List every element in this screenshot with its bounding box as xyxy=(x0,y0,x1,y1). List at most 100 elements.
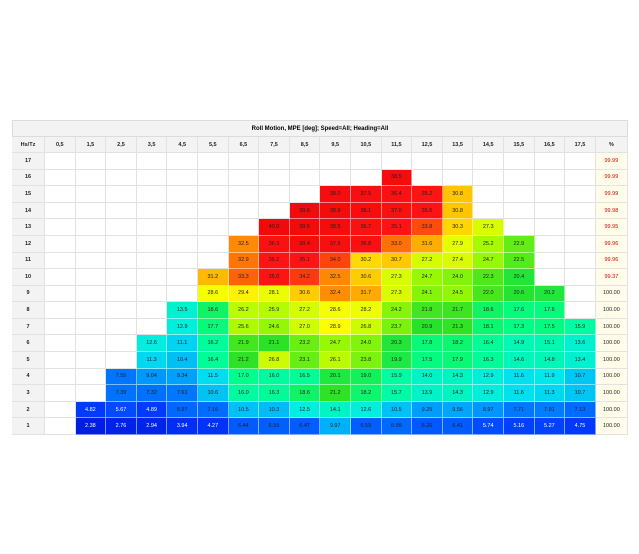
heat-cell: 27.2 xyxy=(412,252,443,270)
empty-cell xyxy=(473,186,504,203)
heat-cell: 15.7 xyxy=(381,385,413,402)
heat-cell: 30.6 xyxy=(289,285,321,303)
column-header: 4,5 xyxy=(167,137,198,153)
heat-cell: 22.3 xyxy=(473,269,504,286)
column-header: 3,5 xyxy=(136,137,168,153)
empty-cell xyxy=(136,269,168,286)
heat-cell: 27.9 xyxy=(442,235,474,253)
heat-cell: 26.1 xyxy=(320,352,351,369)
heat-cell: 21.2 xyxy=(320,385,351,402)
heat-cell: 37.0 xyxy=(381,202,413,220)
empty-cell xyxy=(75,335,107,353)
row-label: 14 xyxy=(12,202,45,220)
heat-cell: 21.1 xyxy=(259,335,290,353)
empty-cell xyxy=(45,219,76,236)
heat-cell: 36.7 xyxy=(351,219,382,236)
row-label: 8 xyxy=(12,302,45,319)
heat-cell: 12.5 xyxy=(289,401,321,419)
heat-cell: 8.97 xyxy=(473,401,504,419)
heat-cell: 7.16 xyxy=(198,401,229,419)
heat-cell: 11.3 xyxy=(136,352,168,369)
empty-cell xyxy=(167,153,198,170)
heat-cell: 14.3 xyxy=(442,368,474,386)
heat-cell: 32.9 xyxy=(228,252,260,270)
empty-cell xyxy=(351,153,382,170)
empty-cell xyxy=(289,186,321,203)
empty-cell xyxy=(565,235,596,253)
heat-cell: 20.3 xyxy=(381,335,413,353)
heat-cell: 11.6 xyxy=(504,368,535,386)
empty-cell xyxy=(534,202,566,220)
empty-cell xyxy=(136,169,168,187)
heat-cell: 35.2 xyxy=(412,186,443,203)
heat-cell: 24.0 xyxy=(442,269,474,286)
heat-cell: 24.1 xyxy=(412,285,443,303)
percent-cell: 99.98 xyxy=(595,202,628,220)
heat-cell: 16.4 xyxy=(473,335,504,353)
empty-cell xyxy=(198,252,229,270)
column-header: 5,5 xyxy=(198,137,229,153)
heat-cell: 21.3 xyxy=(442,318,474,336)
heat-cell: 6.59 xyxy=(259,418,290,435)
column-header: 1,5 xyxy=(75,137,107,153)
percent-cell: 99.96 xyxy=(595,252,628,270)
empty-cell xyxy=(228,202,260,220)
heat-cell: 31.6 xyxy=(412,235,443,253)
empty-cell xyxy=(351,169,382,187)
heat-cell: 28.9 xyxy=(320,318,351,336)
empty-cell xyxy=(534,252,566,270)
heat-cell: 17.6 xyxy=(534,302,566,319)
empty-cell xyxy=(259,202,290,220)
empty-cell xyxy=(565,285,596,303)
empty-cell xyxy=(198,169,229,187)
empty-cell xyxy=(565,169,596,187)
table-title: Roll Motion, MPE [deg]; Speed=All; Headi… xyxy=(12,120,628,137)
percent-cell: 99.99 xyxy=(595,153,628,170)
heat-cell: 27.3 xyxy=(381,269,413,286)
empty-cell xyxy=(75,385,107,402)
heat-cell: 6.99 xyxy=(381,418,413,435)
heat-cell: 7.61 xyxy=(167,385,198,402)
heat-cell: 16.4 xyxy=(198,352,229,369)
heat-cell: 14.8 xyxy=(534,352,566,369)
empty-cell xyxy=(45,335,76,353)
empty-cell xyxy=(136,285,168,303)
empty-cell xyxy=(228,219,260,236)
empty-cell xyxy=(320,169,351,187)
empty-cell xyxy=(534,153,566,170)
heat-cell: 18.6 xyxy=(198,302,229,319)
heat-cell: 17.5 xyxy=(412,352,443,369)
empty-cell xyxy=(106,252,137,270)
heat-cell: 15.9 xyxy=(381,368,413,386)
empty-cell xyxy=(136,219,168,236)
heat-cell: 16.3 xyxy=(473,352,504,369)
column-header: 11,5 xyxy=(381,137,413,153)
heat-cell: 2.38 xyxy=(75,418,107,435)
heat-cell: 16.0 xyxy=(259,368,290,386)
heat-cell: 18.1 xyxy=(473,318,504,336)
heat-cell: 9.25 xyxy=(412,401,443,419)
heat-cell: 17.0 xyxy=(228,368,260,386)
heat-cell: 2.76 xyxy=(106,418,137,435)
heat-cell: 26.8 xyxy=(259,352,290,369)
empty-cell xyxy=(259,186,290,203)
row-label: 4 xyxy=(12,368,45,386)
percent-cell: 100.00 xyxy=(595,368,628,386)
empty-cell xyxy=(136,318,168,336)
heat-cell: 30.8 xyxy=(442,202,474,220)
heat-cell: 28.6 xyxy=(320,302,351,319)
empty-cell xyxy=(167,186,198,203)
heat-cell: 21.7 xyxy=(442,302,474,319)
heat-cell: 18.2 xyxy=(442,335,474,353)
row-label: 16 xyxy=(12,169,45,187)
heat-cell: 39.6 xyxy=(289,202,321,220)
empty-cell xyxy=(198,219,229,236)
empty-cell xyxy=(106,269,137,286)
row-label: 3 xyxy=(12,385,45,402)
heat-cell: 28.6 xyxy=(198,285,229,303)
heat-cell: 10.7 xyxy=(565,368,596,386)
heat-cell: 23.8 xyxy=(351,352,382,369)
empty-cell xyxy=(136,235,168,253)
row-label: 9 xyxy=(12,285,45,303)
